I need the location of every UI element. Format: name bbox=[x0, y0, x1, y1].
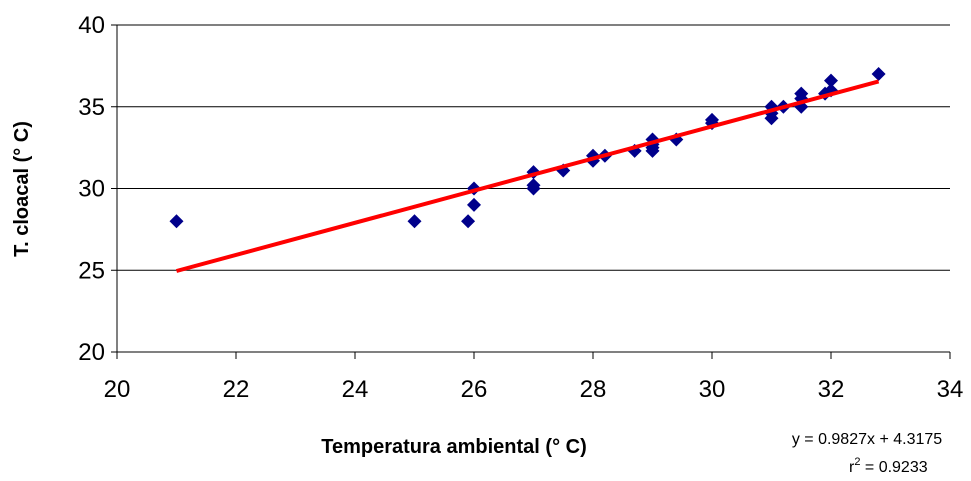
x-tick-label: 26 bbox=[461, 376, 488, 403]
r2-prefix: r bbox=[849, 459, 855, 476]
x-tick-label: 24 bbox=[342, 376, 369, 403]
r2-value: = 0.9233 bbox=[860, 459, 927, 476]
y-tick-label: 40 bbox=[78, 12, 105, 39]
x-tick-labels: 20 22 24 26 28 30 32 34 bbox=[104, 376, 964, 403]
data-point bbox=[169, 214, 184, 229]
y-tick-label: 30 bbox=[78, 176, 105, 203]
data-point bbox=[705, 116, 719, 131]
x-tick-label: 30 bbox=[699, 376, 726, 403]
y-axis-title: T. cloacal (° C) bbox=[11, 121, 33, 257]
y-tick-label: 25 bbox=[78, 257, 105, 284]
data-point bbox=[645, 143, 660, 158]
y-tick-label: 35 bbox=[78, 94, 105, 121]
data-point bbox=[407, 214, 422, 229]
r-squared-label: r2 = 0.9233 bbox=[849, 456, 928, 476]
data-point bbox=[467, 197, 481, 212]
regression-line bbox=[175, 79, 880, 273]
y-tick-label: 20 bbox=[78, 339, 105, 366]
x-tick-label: 32 bbox=[818, 376, 845, 403]
x-tick-label: 34 bbox=[937, 376, 964, 403]
data-points bbox=[169, 67, 886, 229]
x-tick-label: 22 bbox=[223, 376, 250, 403]
trendline bbox=[175, 79, 880, 273]
data-point bbox=[526, 181, 541, 196]
x-tick-label: 28 bbox=[580, 376, 607, 403]
grid-lines bbox=[117, 24, 950, 271]
x-axis-title: Temperatura ambiental (° C) bbox=[321, 436, 586, 458]
data-point bbox=[824, 73, 838, 88]
x-tick-label: 20 bbox=[104, 376, 131, 403]
regression-equation: y = 0.9827x + 4.3175 bbox=[792, 431, 942, 448]
y-tick-labels: 20 25 30 35 40 bbox=[78, 12, 105, 366]
data-point bbox=[871, 67, 886, 82]
data-point bbox=[461, 214, 476, 229]
data-point bbox=[764, 111, 779, 126]
axes bbox=[111, 24, 951, 359]
r2-superscript: 2 bbox=[854, 456, 860, 468]
